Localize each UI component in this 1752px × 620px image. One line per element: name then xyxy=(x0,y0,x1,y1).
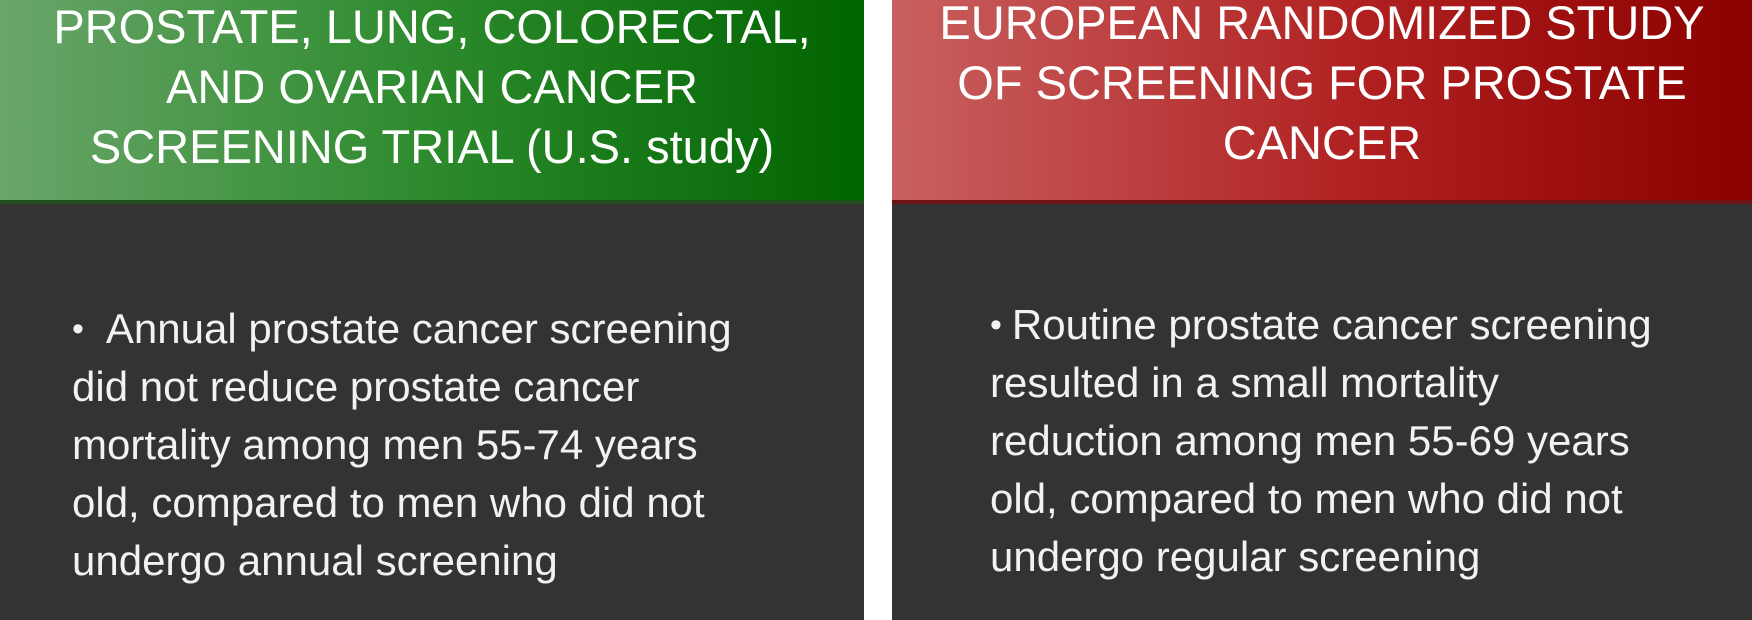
finding-line: old, compared to men who did not xyxy=(72,479,705,526)
finding-line: did not reduce prostate cancer xyxy=(72,363,640,410)
finding-text: Annual prostate cancer screening xyxy=(105,305,732,352)
finding-line: old, compared to men who did not xyxy=(990,475,1623,522)
title-line: PROSTATE, LUNG, COLORECTAL, xyxy=(53,0,811,53)
finding-line: • Routine prostate cancer screening xyxy=(990,296,1750,354)
finding-line: mortality among men 55-74 years xyxy=(72,421,698,468)
title-line: EUROPEAN RANDOMIZED STUDY xyxy=(939,0,1705,49)
erspc-study-title: EUROPEAN RANDOMIZED STUDY OF SCREENING F… xyxy=(939,0,1704,173)
pltc-trial-finding: • Annual prostate cancer screening did no… xyxy=(72,300,862,590)
finding-line: resulted in a small mortality xyxy=(990,359,1499,406)
erspc-study-finding: • Routine prostate cancer screening resul… xyxy=(990,296,1750,586)
pltc-trial-header: PROSTATE, LUNG, COLORECTAL, AND OVARIAN … xyxy=(0,0,864,204)
finding-line: undergo regular screening xyxy=(990,533,1481,580)
finding-line: reduction among men 55-69 years xyxy=(990,417,1630,464)
pltc-trial-panel: PROSTATE, LUNG, COLORECTAL, AND OVARIAN … xyxy=(0,0,864,620)
bullet-icon: • xyxy=(990,306,1002,344)
finding-line: • Annual prostate cancer screening xyxy=(72,300,862,358)
erspc-study-header: EUROPEAN RANDOMIZED STUDY OF SCREENING F… xyxy=(892,0,1752,204)
finding-text: Routine prostate cancer screening xyxy=(1011,301,1652,348)
bullet-icon: • xyxy=(72,310,84,348)
title-line: CANCER xyxy=(1222,116,1422,169)
finding-line: undergo annual screening xyxy=(72,537,558,584)
title-line: AND OVARIAN CANCER xyxy=(166,60,698,113)
title-line: SCREENING TRIAL (U.S. study) xyxy=(89,120,775,173)
pltc-trial-title: PROSTATE, LUNG, COLORECTAL, AND OVARIAN … xyxy=(53,0,810,177)
title-line: OF SCREENING FOR PROSTATE xyxy=(957,56,1687,109)
erspc-study-panel: EUROPEAN RANDOMIZED STUDY OF SCREENING F… xyxy=(892,0,1752,620)
